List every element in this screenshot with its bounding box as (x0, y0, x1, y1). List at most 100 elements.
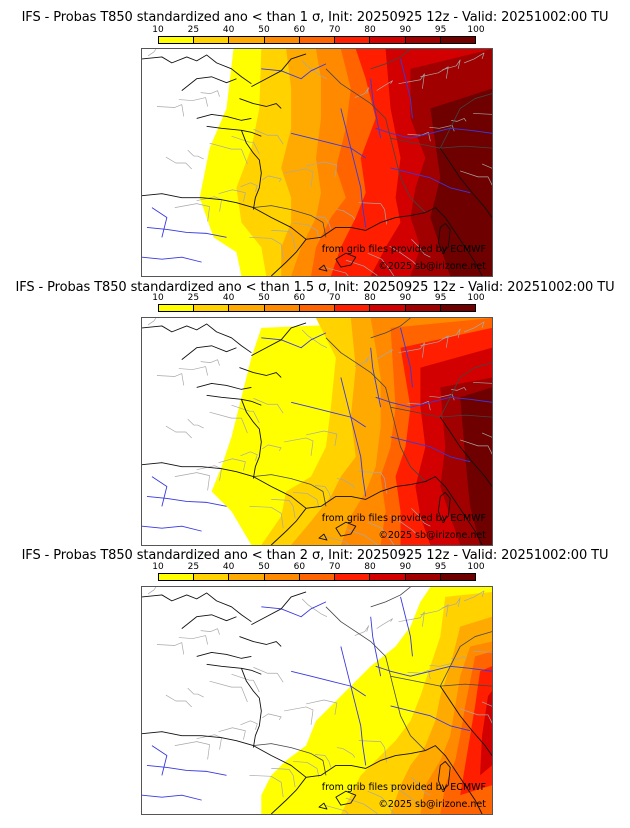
colorbar-tick-label: 70 (328, 293, 341, 303)
credit-copyright: ©2025 sb@irizone.net (378, 530, 486, 541)
coastline (142, 462, 254, 478)
colorbar-tick-label: 95 (434, 25, 447, 35)
country-border (439, 362, 492, 418)
coastline (318, 802, 328, 810)
admin-boundary (178, 97, 208, 107)
panel-title: IFS - Probas T850 standardized ano < tha… (21, 548, 609, 563)
coastline (437, 761, 451, 791)
admin-boundary (398, 73, 425, 89)
admin-boundary (460, 708, 492, 724)
colorbar-tick-label: 60 (293, 25, 306, 35)
coastline (425, 476, 483, 545)
admin-boundary (314, 485, 332, 499)
river (370, 347, 382, 408)
admin-boundary (442, 597, 461, 609)
admin-boundary (323, 804, 349, 814)
admin-boundary (147, 318, 157, 326)
probability-band (480, 691, 492, 776)
admin-boundary (262, 713, 282, 721)
colorbar-ticks: 10 25 40 50 60 70 80 90 95 100 (152, 293, 484, 303)
country-border (325, 68, 426, 213)
coastline (241, 130, 262, 210)
coastline (437, 223, 451, 253)
river (400, 327, 413, 388)
admin-boundary (271, 230, 296, 250)
river (142, 525, 202, 532)
colorbar-tick-label: 95 (434, 562, 447, 572)
country-border (253, 205, 327, 238)
colorbar-segment (370, 305, 406, 311)
admin-boundary (253, 666, 284, 683)
admin-boundary (174, 741, 210, 760)
coastline (196, 651, 252, 659)
coastline (181, 76, 237, 91)
colorbar-tick-label: 40 (222, 293, 235, 303)
colorbar-tick-label: 100 (467, 25, 485, 35)
map-canvas (142, 318, 492, 545)
admin-boundary (481, 432, 492, 438)
country-border-layer (253, 49, 492, 238)
coastline (142, 193, 254, 209)
river (151, 476, 168, 507)
river (390, 705, 471, 732)
river (291, 132, 366, 159)
colorbar-tick-label: 70 (328, 25, 341, 35)
admin-boundary (249, 236, 284, 260)
admin-boundary (293, 223, 320, 240)
colorbar-tick-label: 60 (293, 293, 306, 303)
river (375, 665, 492, 677)
admin-boundary (345, 797, 378, 814)
colorbar-ticks: 10 25 40 50 60 70 80 90 95 100 (152, 25, 484, 35)
admin-boundary (336, 209, 356, 220)
coastline (437, 492, 451, 522)
river (146, 764, 227, 776)
coastline (320, 481, 426, 507)
coastline (320, 750, 426, 776)
admin-boundary (389, 245, 419, 268)
admin-boundary (284, 437, 314, 456)
colorbar-tick-label: 90 (399, 562, 412, 572)
admin-boundary (407, 400, 431, 411)
admin-boundary (165, 156, 192, 170)
coastline (253, 745, 322, 778)
admin-boundary (240, 451, 258, 461)
admin-boundary (305, 430, 338, 446)
admin-boundary (147, 49, 157, 57)
admin-boundary (464, 321, 485, 333)
country-border (370, 587, 411, 608)
coastline (239, 636, 282, 647)
admin-boundary (253, 128, 284, 145)
coastline (241, 668, 262, 748)
colorbar-tick-label: 50 (258, 293, 270, 303)
admin-boundary (218, 189, 246, 202)
colorbar-segment (440, 574, 475, 580)
admin-boundary (376, 80, 393, 91)
admin-boundary (460, 170, 492, 186)
river (340, 646, 367, 766)
admin-boundary (178, 366, 208, 376)
admin-boundary (262, 175, 282, 183)
admin-boundary (358, 202, 387, 225)
colorbar-tick-label: 25 (187, 293, 200, 303)
admin-boundary (200, 90, 220, 97)
admin-boundary (481, 163, 492, 169)
admin-boundary (196, 465, 222, 481)
admin-boundary (301, 598, 328, 618)
admin-boundary (156, 373, 185, 386)
colorbar-tick-label: 95 (434, 293, 447, 303)
river (142, 256, 202, 263)
colorbar-tick-label: 90 (399, 25, 412, 35)
admin-boundary (301, 329, 328, 349)
admin-boundary (187, 149, 204, 160)
country-border-layer (253, 318, 492, 507)
probability-map: from grib files provided by ECMWF ©2025 … (141, 48, 493, 277)
river (261, 332, 327, 349)
admin-boundary (358, 471, 387, 494)
admin-boundary (345, 528, 378, 545)
panel-title: IFS - Probas T850 standardized ano < tha… (21, 10, 609, 25)
colorbar-segment (159, 37, 195, 43)
coastline (270, 239, 307, 276)
map-canvas (142, 587, 492, 814)
coastline (239, 367, 282, 378)
panel-title: IFS - Probas T850 standardized ano < tha… (15, 280, 615, 295)
